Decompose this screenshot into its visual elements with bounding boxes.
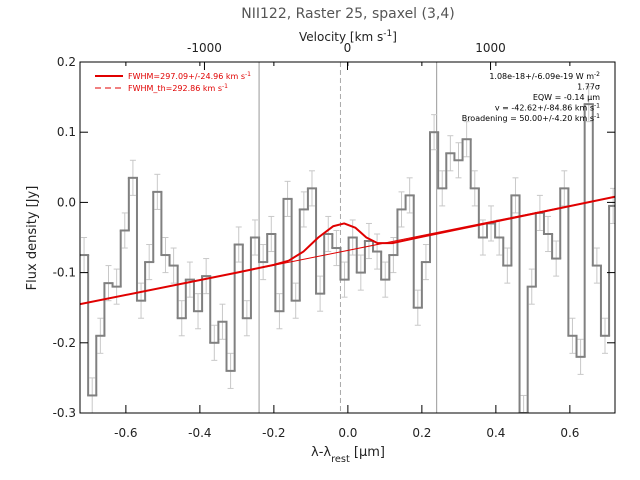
- x-tick-label: 0.4: [486, 426, 505, 440]
- legend-label: FWHM_th=292.86 km s-1: [128, 83, 228, 94]
- annotation: EQW = -0.14 μm: [533, 93, 600, 102]
- annotation-part: 1.77σ: [577, 83, 600, 92]
- x-tick-label: 0.0: [338, 426, 357, 440]
- x2-axis-label-part: ]: [392, 30, 397, 44]
- annotation-part: -1: [594, 113, 600, 120]
- y-tick-label: -0.1: [53, 266, 76, 280]
- x2-tick-label: -1000: [187, 41, 222, 55]
- legend-label-part: FWHM_th=292.86 km s: [128, 84, 222, 93]
- chart-title: NII122, Raster 25, spaxel (3,4): [241, 6, 454, 22]
- y-tick-label: 0.1: [57, 125, 76, 139]
- x2-axis-label: Velocity [km s-1]: [299, 29, 397, 44]
- annotation-part: -1: [594, 102, 600, 109]
- x-axis-label-part: [μm]: [350, 445, 385, 460]
- legend-label-part: -1: [222, 83, 228, 90]
- annotation: Broadening = 50.00+/-4.20 km s-1: [462, 113, 600, 124]
- plot-area: [80, 62, 615, 413]
- annotation-part: v = -42.62+/-84.86 km s: [495, 104, 594, 113]
- x2-tick-label: 0: [344, 41, 352, 55]
- y-tick-label: -0.3: [53, 406, 76, 420]
- x2-axis-label-part: Velocity [km s: [299, 30, 383, 44]
- annotation: v = -42.62+/-84.86 km s-1: [495, 102, 600, 113]
- annotation-part: 1.08e-18+/-6.09e-19 W m: [489, 72, 594, 81]
- y-tick-label: -0.2: [53, 336, 76, 350]
- y-tick-label: 0.0: [57, 195, 76, 209]
- x-tick-label: -0.2: [262, 426, 285, 440]
- x2-tick-label: 1000: [475, 41, 506, 55]
- legend-label: FWHM=297.09+/-24.96 km s-1: [128, 71, 251, 82]
- x-axis-label-part: λ-λ: [311, 445, 331, 460]
- x-axis-label-part: rest: [331, 454, 350, 465]
- y-axis-label: Flux density [Jy]: [25, 186, 40, 291]
- x-tick-label: -0.4: [188, 426, 211, 440]
- fit-curve: [80, 195, 615, 306]
- legend-label-part: FWHM=297.09+/-24.96 km s: [128, 72, 245, 81]
- x2-axis-label-part: -1: [383, 29, 392, 39]
- y-axis-label-part: Flux density [Jy]: [25, 186, 40, 291]
- annotation: 1.77σ: [577, 83, 600, 92]
- x-tick-label: -0.6: [114, 426, 137, 440]
- y-tick-label: 0.2: [57, 55, 76, 69]
- annotation: 1.08e-18+/-6.09e-19 W m-2: [489, 71, 600, 82]
- annotation-part: -2: [594, 71, 600, 78]
- x-tick-label: 0.2: [412, 426, 431, 440]
- x-axis-label: λ-λrest [μm]: [311, 445, 385, 465]
- annotation-part: EQW = -0.14 μm: [533, 93, 600, 102]
- x-tick-label: 0.6: [560, 426, 579, 440]
- legend-label-part: -1: [245, 71, 251, 78]
- annotation-part: Broadening = 50.00+/-4.20 km s: [462, 114, 594, 123]
